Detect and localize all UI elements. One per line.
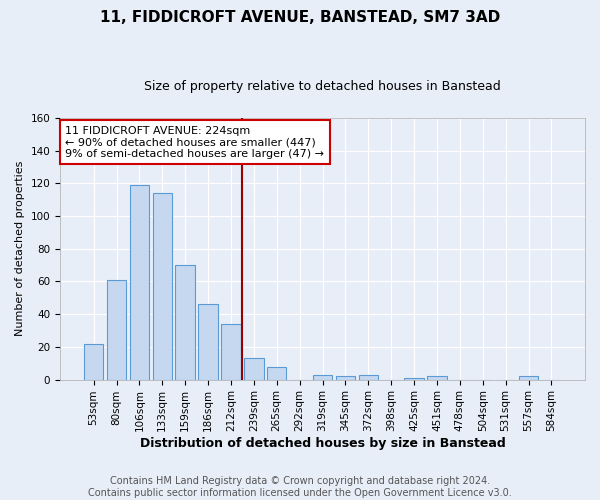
Text: 11 FIDDICROFT AVENUE: 224sqm
← 90% of detached houses are smaller (447)
9% of se: 11 FIDDICROFT AVENUE: 224sqm ← 90% of de…: [65, 126, 324, 159]
Bar: [130, 185, 149, 380]
Bar: [359, 374, 378, 380]
Title: Size of property relative to detached houses in Banstead: Size of property relative to detached ho…: [144, 80, 501, 93]
Bar: [335, 376, 355, 380]
Bar: [267, 366, 286, 380]
Bar: [427, 376, 446, 380]
Bar: [84, 344, 103, 380]
Bar: [244, 358, 263, 380]
Bar: [152, 193, 172, 380]
Bar: [107, 280, 126, 380]
Bar: [175, 265, 195, 380]
Bar: [199, 304, 218, 380]
X-axis label: Distribution of detached houses by size in Banstead: Distribution of detached houses by size …: [140, 437, 505, 450]
Y-axis label: Number of detached properties: Number of detached properties: [15, 161, 25, 336]
Text: 11, FIDDICROFT AVENUE, BANSTEAD, SM7 3AD: 11, FIDDICROFT AVENUE, BANSTEAD, SM7 3AD: [100, 10, 500, 25]
Text: Contains HM Land Registry data © Crown copyright and database right 2024.
Contai: Contains HM Land Registry data © Crown c…: [88, 476, 512, 498]
Bar: [404, 378, 424, 380]
Bar: [519, 376, 538, 380]
Bar: [313, 374, 332, 380]
Bar: [221, 324, 241, 380]
